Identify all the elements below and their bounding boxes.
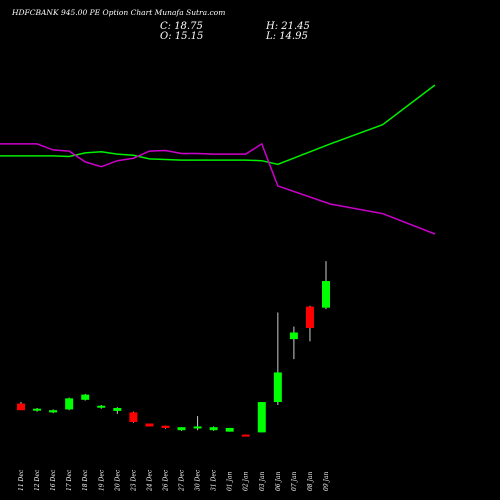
candle-body xyxy=(257,402,266,433)
x-tick-label: 07 Jan xyxy=(291,471,298,491)
x-tick-label: 02 Jan xyxy=(243,471,250,491)
open-value: O: 15.15 xyxy=(160,31,204,42)
candle-body xyxy=(305,306,314,329)
candle-body xyxy=(113,407,122,411)
x-tick-label: 19 Dec xyxy=(98,469,105,491)
candle-body xyxy=(97,405,106,408)
candle-body xyxy=(81,394,90,400)
x-tick-label: 16 Dec xyxy=(50,469,57,491)
x-tick-label: 30 Dec xyxy=(195,469,202,491)
candle-body xyxy=(65,398,74,410)
candle-body xyxy=(241,434,250,437)
magenta-indicator-line xyxy=(0,142,436,235)
x-tick-label: 03 Jan xyxy=(259,471,266,491)
candle-body xyxy=(17,403,25,411)
x-tick-label: 24 Dec xyxy=(146,469,153,492)
x-tick-label: 26 Dec xyxy=(162,469,169,492)
candle-body xyxy=(289,332,298,340)
high-value: H: 21.45 xyxy=(266,21,310,32)
close-value: C: 18.75 xyxy=(160,21,203,32)
candle-body xyxy=(49,410,58,413)
x-tick-label: 06 Jan xyxy=(275,471,282,491)
candle-body xyxy=(33,408,42,411)
x-tick-label: 23 Dec xyxy=(130,469,137,492)
x-tick-label: 11 Dec xyxy=(18,469,25,491)
candle-body xyxy=(225,427,234,432)
green-indicator-line xyxy=(0,84,436,166)
x-tick-label: 20 Dec xyxy=(114,469,121,492)
candle-body xyxy=(129,412,138,423)
candle-body xyxy=(177,427,186,431)
candle-body xyxy=(161,425,170,428)
x-tick-label: 12 Dec xyxy=(34,469,41,491)
x-tick-label: 31 Dec xyxy=(211,469,218,491)
candle-body xyxy=(322,281,330,308)
x-tick-label: 09 Jan xyxy=(323,471,330,491)
x-tick-label: 18 Dec xyxy=(82,469,89,491)
low-value: L: 14.95 xyxy=(266,31,308,42)
chart-title: HDFCBANK 945.00 PE Option Chart Munafa S… xyxy=(12,8,226,17)
candle-body xyxy=(209,427,218,431)
x-tick-label: 01 Jan xyxy=(227,471,234,491)
candle-body xyxy=(273,372,282,403)
x-tick-label: 08 Jan xyxy=(307,471,314,491)
candle-body xyxy=(145,423,154,427)
x-tick-label: 27 Dec xyxy=(179,469,186,492)
candle-body xyxy=(193,426,202,429)
x-tick-label: 17 Dec xyxy=(66,469,73,491)
